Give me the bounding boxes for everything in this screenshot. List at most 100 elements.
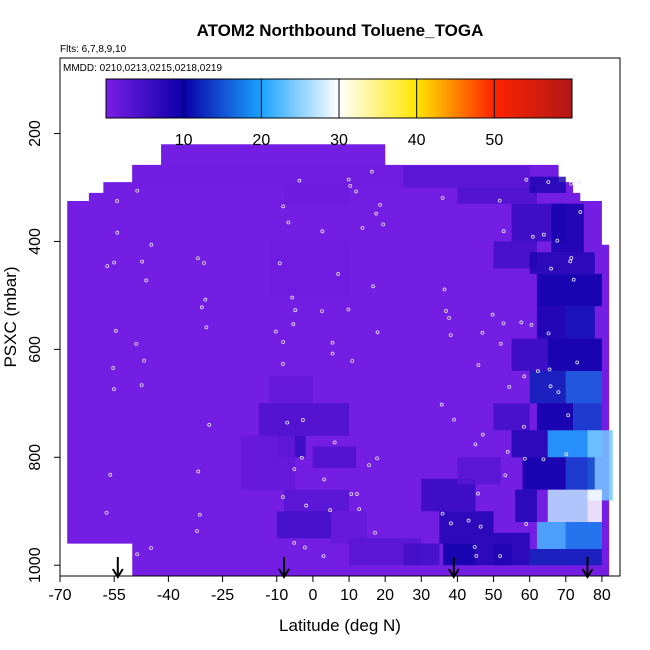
colorbar-ticks: 10 20 30 40 50	[175, 79, 503, 149]
curtain-cell	[547, 338, 602, 371]
x-tick-label: 30	[412, 587, 430, 604]
sample-marker	[442, 287, 447, 292]
curtain-cell	[536, 273, 602, 307]
sample-marker	[321, 554, 326, 559]
y-tick-label: 200	[27, 120, 44, 147]
sample-marker	[546, 180, 551, 184]
sample-marker	[142, 358, 147, 363]
sample-marker	[374, 211, 379, 216]
arrow-head	[278, 568, 290, 579]
sample-marker	[547, 367, 552, 372]
sample-marker	[277, 261, 282, 266]
y-tick-label: 1000	[27, 547, 44, 583]
colorbar-tick-label: 30	[330, 132, 348, 149]
sample-marker	[330, 340, 335, 345]
curtain-cell	[529, 370, 566, 404]
sample-marker	[299, 455, 304, 460]
chart-title: ATOM2 Northbound Toluene_TOGA	[197, 21, 484, 40]
sample-marker	[472, 545, 477, 549]
sample-marker	[474, 554, 479, 558]
sample-marker	[285, 420, 290, 425]
sample-marker	[440, 511, 445, 516]
sample-marker	[336, 272, 341, 276]
curtain-cell	[312, 446, 357, 469]
sample-marker	[439, 402, 444, 407]
y-axis-label: PSXC (mbar)	[1, 266, 20, 367]
sample-marker	[498, 554, 503, 559]
y-tick-label: 600	[27, 336, 44, 363]
curtain-cell	[536, 403, 574, 431]
curtain-cell	[529, 252, 595, 274]
sample-marker	[320, 229, 325, 234]
sample-marker	[139, 383, 144, 388]
curtain-cell	[536, 306, 566, 339]
sample-marker	[507, 385, 512, 389]
sample-marker	[522, 424, 526, 429]
curtain-cell	[421, 478, 476, 512]
curtain-cell	[565, 522, 602, 550]
sample-marker	[541, 232, 546, 237]
sample-marker	[546, 331, 551, 336]
y-axis: 200 400 600 800 1000	[27, 120, 60, 583]
sample-marker	[332, 440, 337, 445]
sample-marker	[320, 309, 324, 313]
sample-marker	[108, 472, 113, 477]
sample-marker	[556, 390, 561, 395]
sample-marker	[522, 374, 527, 379]
x-tick-label: 70	[557, 587, 575, 604]
x-tick-label: -25	[211, 587, 234, 604]
curtain-cell	[240, 435, 295, 490]
flight-arrows	[111, 557, 594, 579]
sample-marker	[280, 495, 285, 499]
sample-marker	[549, 266, 553, 271]
sample-marker	[140, 259, 145, 264]
sample-marker	[204, 325, 209, 330]
flights-note: Flts: 6,7,8,9,10	[60, 44, 127, 55]
sample-marker	[135, 552, 140, 557]
sample-marker	[577, 180, 582, 185]
sample-marker	[197, 512, 202, 517]
sample-marker	[444, 309, 448, 313]
sample-marker	[524, 177, 529, 182]
sample-marker	[578, 210, 583, 214]
sample-marker	[378, 202, 383, 207]
sample-marker	[357, 507, 362, 512]
curtain-cell	[522, 457, 566, 490]
sample-marker	[566, 413, 571, 418]
sample-marker	[349, 492, 354, 496]
sample-marker	[490, 312, 495, 317]
x-tick-label: 50	[485, 587, 503, 604]
x-tick-label: -70	[48, 587, 71, 604]
sample-marker	[134, 341, 139, 346]
sample-marker	[322, 477, 327, 482]
x-tick-label: 10	[340, 587, 358, 604]
sample-marker	[541, 457, 546, 462]
sample-marker	[440, 195, 445, 200]
sample-marker	[569, 181, 573, 186]
sample-marker	[447, 315, 452, 320]
sample-marker	[328, 508, 333, 513]
curtain-cell	[442, 543, 476, 566]
curtain-cell	[565, 370, 602, 404]
x-axis: -70 -55 -40 -25 -10 0 10 20 30 40 50 60 70 80	[48, 576, 611, 604]
sample-marker	[292, 540, 297, 545]
sample-marker	[519, 320, 524, 325]
y-tick-label: 800	[27, 444, 44, 471]
curtain-field	[67, 144, 613, 576]
sample-marker	[330, 351, 335, 356]
curtain-cell	[276, 511, 331, 539]
x-tick-label: 20	[376, 587, 394, 604]
sample-marker	[375, 330, 380, 335]
sample-marker	[196, 469, 201, 474]
sample-marker	[501, 321, 506, 326]
sample-marker	[149, 242, 154, 247]
y-tick-label: 400	[27, 228, 44, 255]
curtain-cell	[565, 306, 595, 339]
colorbar-tick-label: 20	[252, 132, 270, 149]
colorbar-tick-label: 40	[408, 132, 426, 149]
sample-marker	[555, 238, 560, 243]
sample-marker	[522, 456, 527, 461]
curtain-cell	[457, 187, 537, 204]
curtain-cell	[511, 430, 548, 458]
